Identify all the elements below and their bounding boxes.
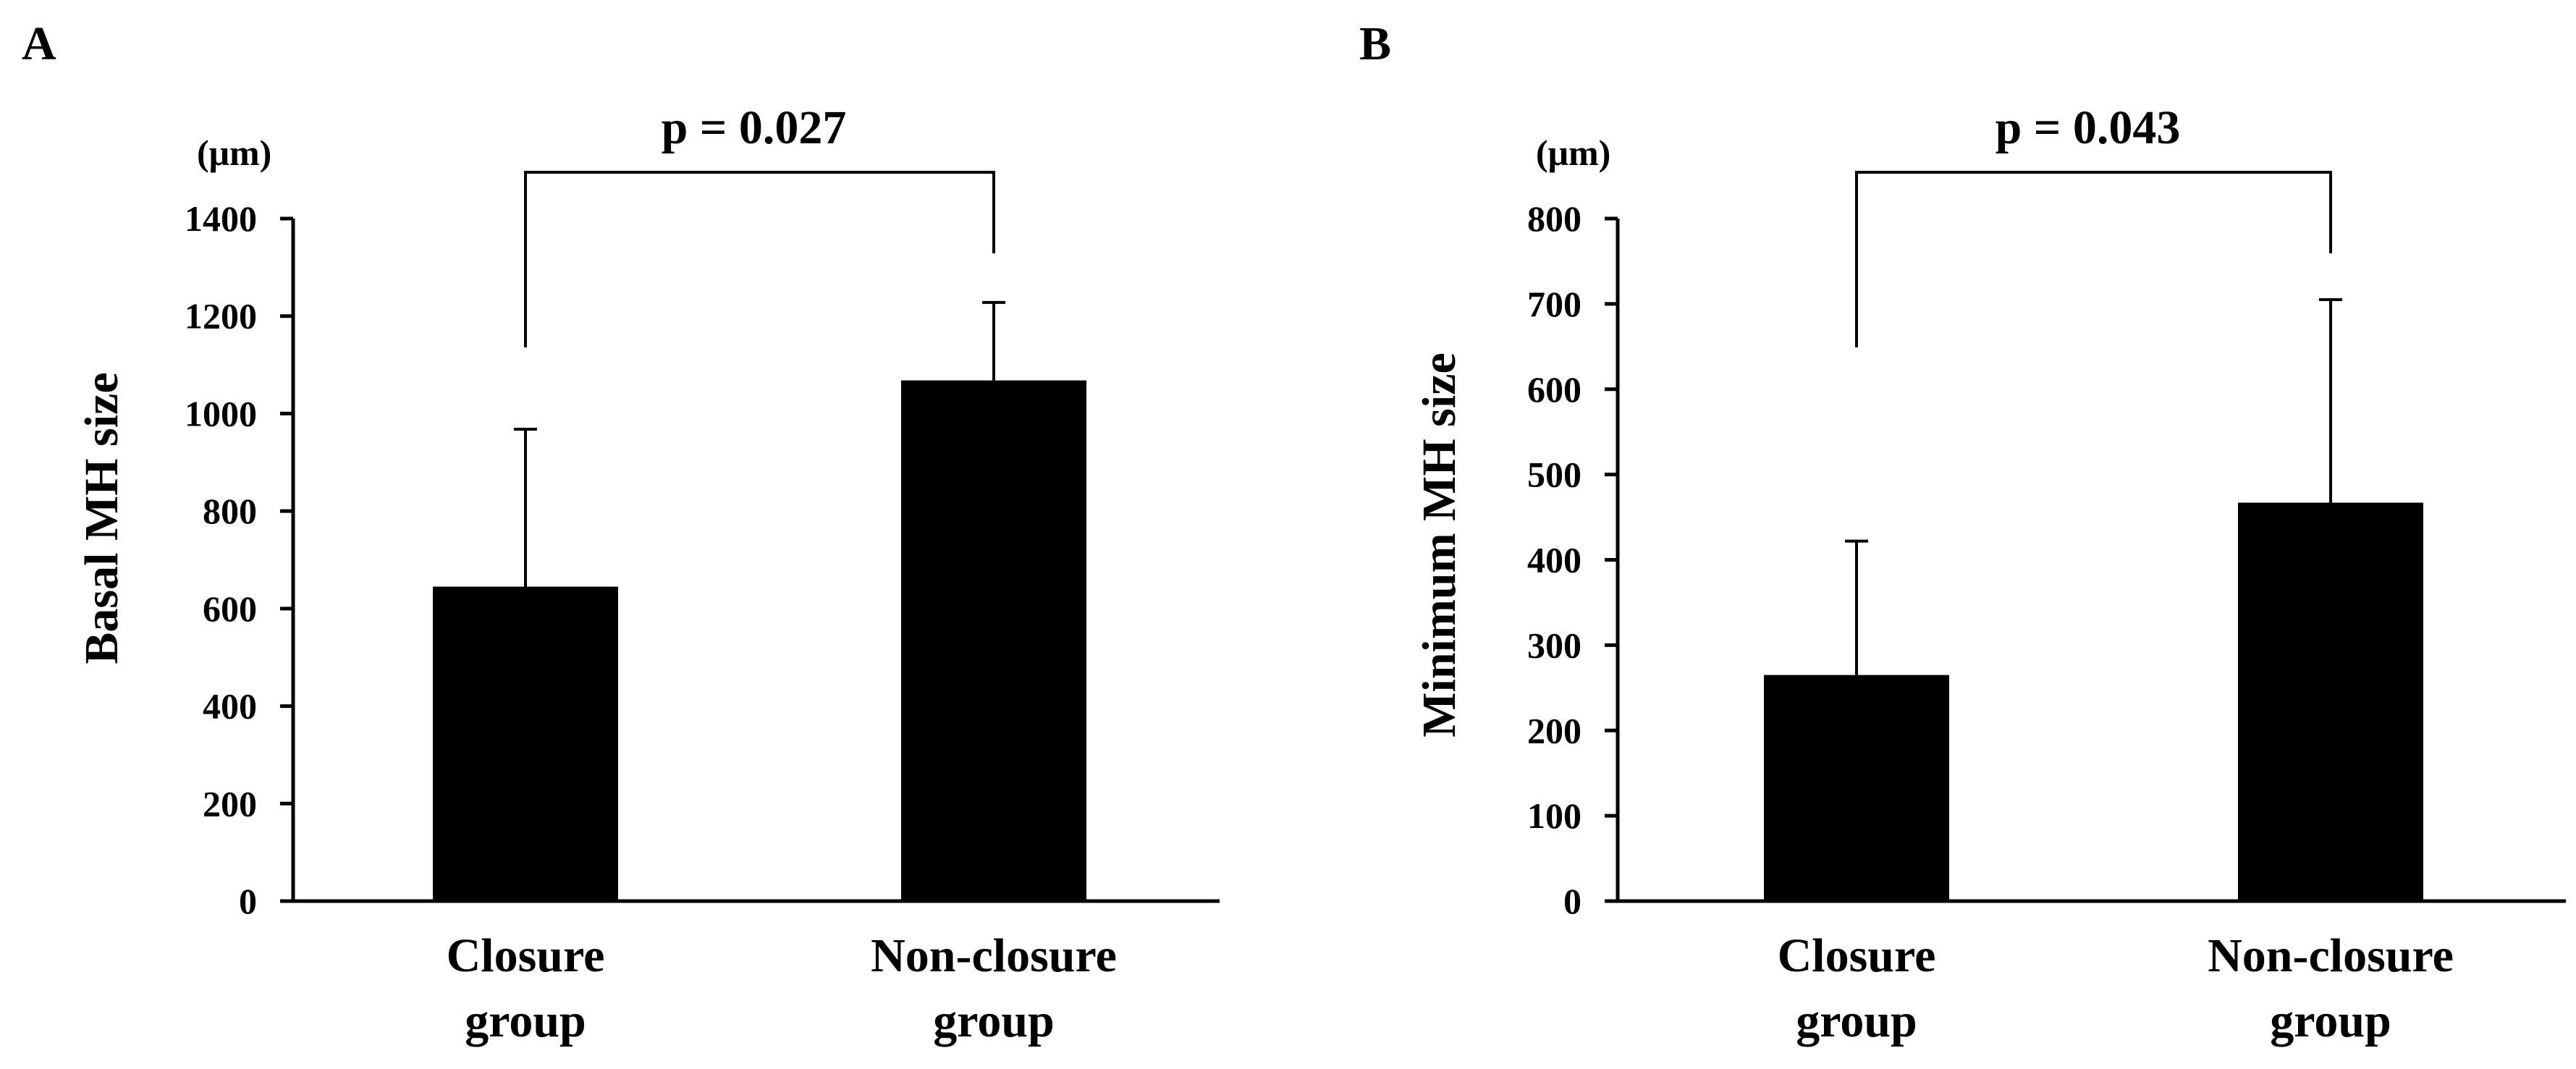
significance-bracket xyxy=(524,171,995,347)
bar xyxy=(2238,502,2423,901)
y-tick-label: 800 xyxy=(1527,198,1582,239)
x-tick-label: group xyxy=(465,994,586,1047)
panel-b: B (μm) Minimum MH size 0 100 200 300 400 500 6… xyxy=(1359,17,2566,1047)
bar xyxy=(901,380,1086,901)
y-axis-title-b: Minimum MH size xyxy=(1413,352,1466,738)
y-tick-label: 100 xyxy=(1527,795,1582,836)
x-tick-label: group xyxy=(933,994,1055,1047)
x-tick-label: group xyxy=(2270,994,2391,1047)
panel-label-b: B xyxy=(1359,17,1391,70)
panel-a: A (μm) Basal MH size 0 200 400 600 800 1000 12… xyxy=(22,17,1220,1047)
y-tick-label: 500 xyxy=(1527,455,1582,495)
x-tick-label: Closure xyxy=(447,929,605,982)
y-tick-label: 200 xyxy=(1527,710,1582,751)
y-tick-label: 400 xyxy=(203,686,257,727)
y-unit-label-b: (μm) xyxy=(1536,132,1610,173)
x-tick-label: Non-closure xyxy=(2208,929,2454,982)
y-tick-label: 1000 xyxy=(185,393,257,434)
panel-label-a: A xyxy=(22,17,56,70)
bar xyxy=(1764,675,1949,901)
y-axis-title-a: Basal MH size xyxy=(75,372,128,664)
y-tick-label: 300 xyxy=(1527,625,1582,665)
y-tick-label: 700 xyxy=(1527,284,1582,324)
y-tick-label: 1400 xyxy=(185,198,257,239)
y-tick-label: 1200 xyxy=(185,296,257,337)
bar xyxy=(433,586,618,901)
y-tick-label: 0 xyxy=(239,881,257,921)
y-tick-label: 0 xyxy=(1563,881,1582,921)
y-tick-label: 800 xyxy=(203,491,257,531)
y-tick-label: 600 xyxy=(1527,369,1582,410)
significance-bracket xyxy=(1855,171,2332,347)
x-tick-label: Closure xyxy=(1778,929,1936,982)
x-tick-label: group xyxy=(1796,994,1917,1047)
y-tick-label: 400 xyxy=(1527,540,1582,580)
p-value-annotation: p = 0.043 xyxy=(1996,101,2181,154)
x-tick-label: Non-closure xyxy=(871,929,1117,982)
y-tick-label: 600 xyxy=(203,588,257,629)
y-tick-label: 200 xyxy=(203,783,257,824)
p-value-annotation: p = 0.027 xyxy=(662,101,847,154)
y-unit-label-a: (μm) xyxy=(197,132,271,173)
